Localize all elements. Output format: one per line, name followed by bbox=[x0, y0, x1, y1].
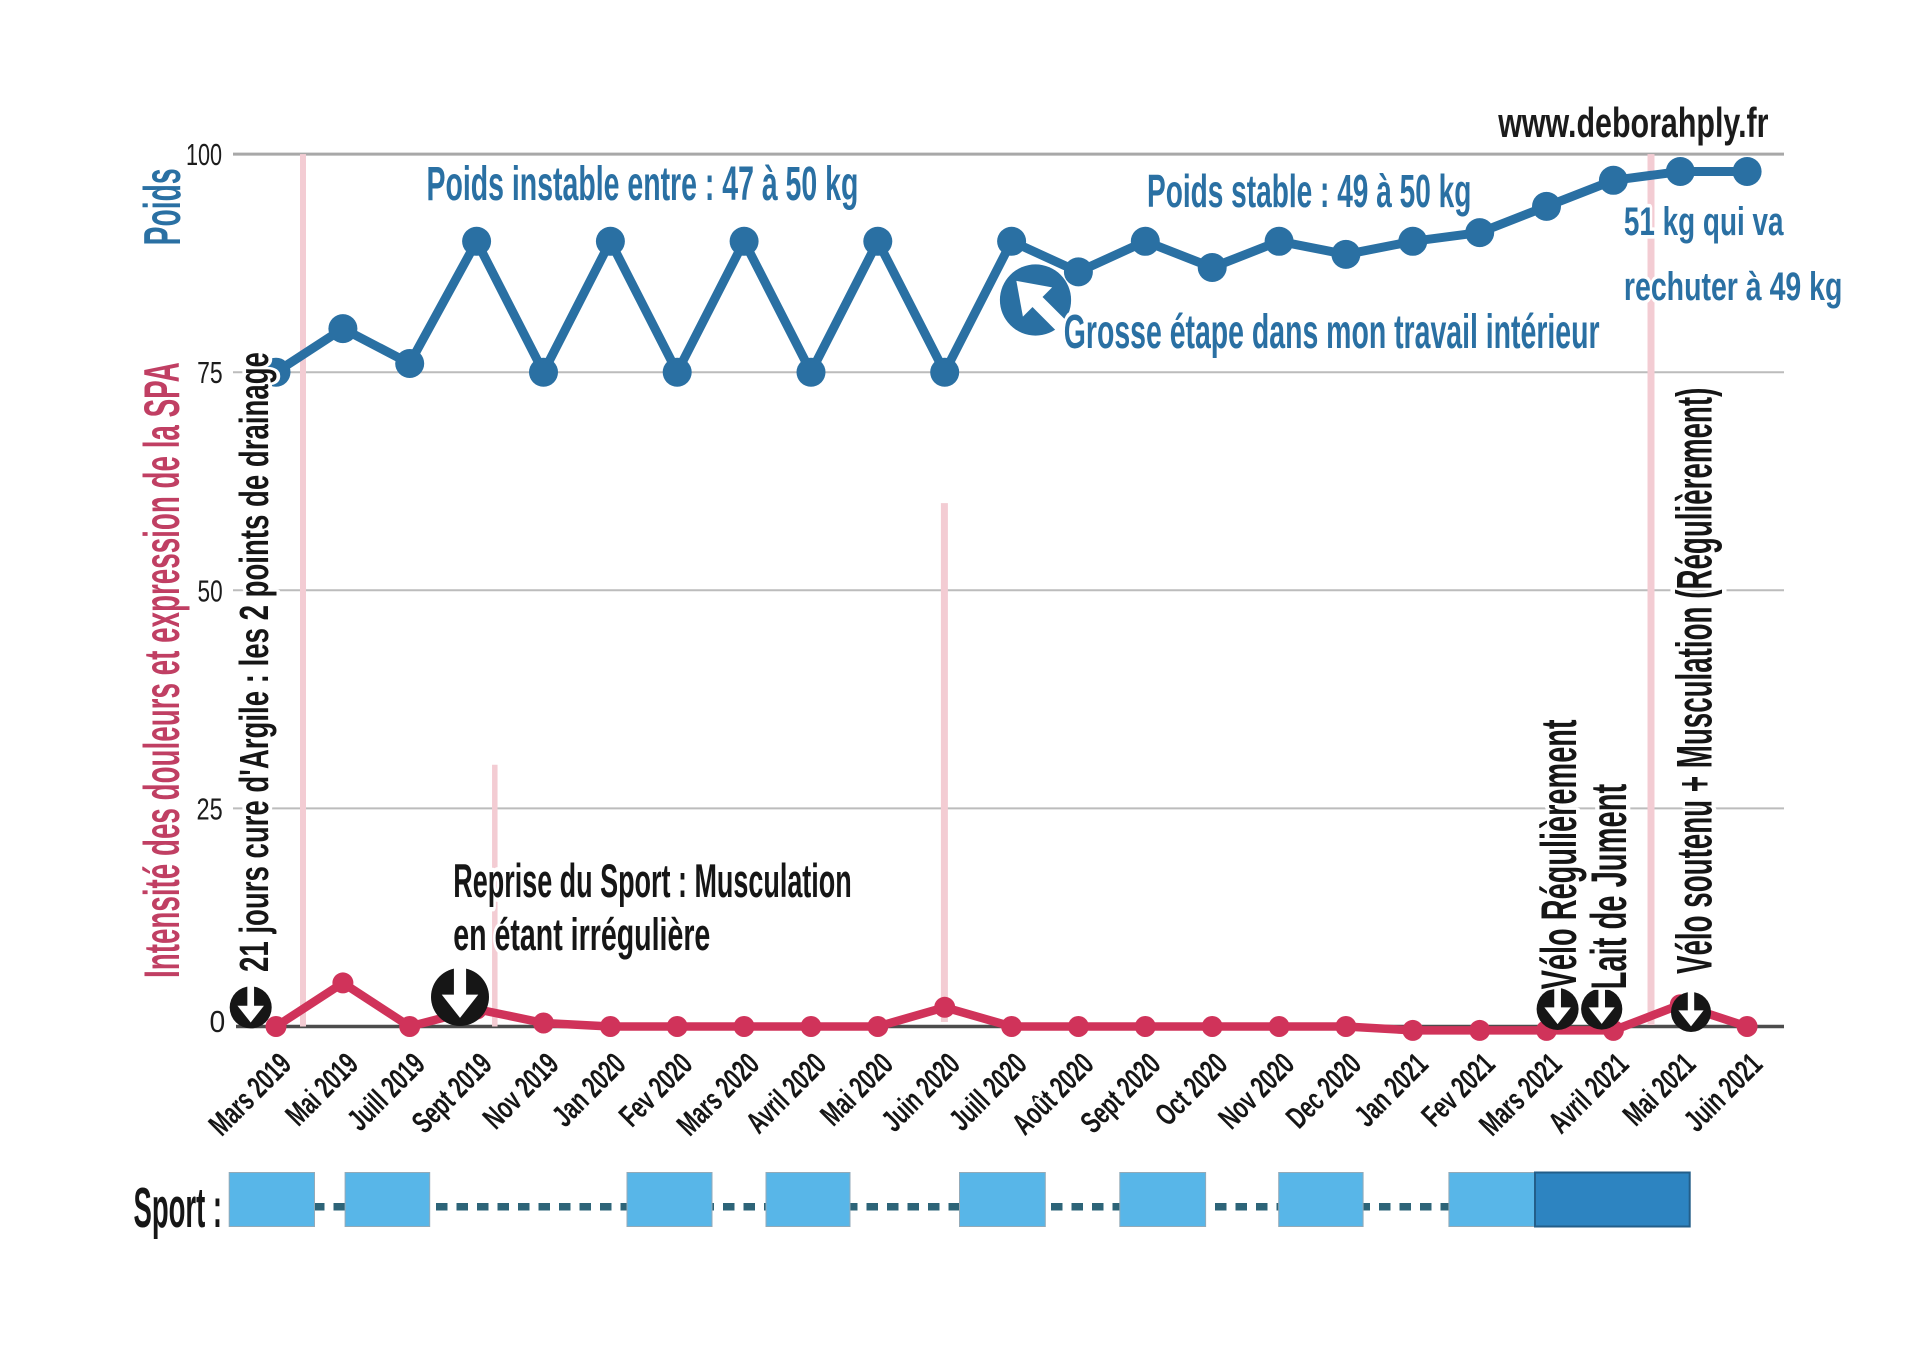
svg-text:25: 25 bbox=[197, 791, 223, 826]
svg-text:0: 0 bbox=[210, 1005, 226, 1039]
svg-text:51 kg qui va: 51 kg qui va bbox=[1624, 200, 1784, 244]
svg-text:Poids stable : 49 à 50 kg: Poids stable : 49 à 50 kg bbox=[1147, 167, 1471, 218]
svg-text:Sport :: Sport : bbox=[134, 1176, 223, 1240]
svg-text:Grosse étape dans mon travail: Grosse étape dans mon travail intérieur bbox=[1064, 305, 1600, 359]
svg-text:Vélo soutenu + Musculation (Ré: Vélo soutenu + Musculation (Régulièremen… bbox=[1666, 388, 1723, 974]
svg-text:Poids instable entre : 47 à 50: Poids instable entre : 47 à 50 kg bbox=[427, 157, 859, 211]
svg-text:Reprise du Sport : Musculatio: Reprise du Sport : Musculation bbox=[453, 855, 851, 908]
svg-text:50: 50 bbox=[198, 573, 223, 608]
svg-text:Lait de Jument: Lait de Jument bbox=[1581, 784, 1637, 990]
svg-text:100: 100 bbox=[186, 137, 222, 172]
svg-text:Vélo Régulièrement: Vélo Régulièrement bbox=[1531, 719, 1587, 989]
svg-text:rechuter à 49 kg: rechuter à 49 kg bbox=[1624, 265, 1843, 309]
svg-text:Intensité des douleurs et expr: Intensité des douleurs et expression de … bbox=[133, 362, 190, 978]
svg-text:www.deborahply.fr: www.deborahply.fr bbox=[1497, 99, 1768, 146]
svg-text:en étant irrégulière: en étant irrégulière bbox=[453, 909, 710, 959]
svg-text:75: 75 bbox=[197, 355, 223, 390]
svg-text:Poids: Poids bbox=[133, 168, 191, 245]
svg-text:21 jours cure d'Argile : les 2: 21 jours cure d'Argile : les 2 points de… bbox=[232, 352, 278, 972]
